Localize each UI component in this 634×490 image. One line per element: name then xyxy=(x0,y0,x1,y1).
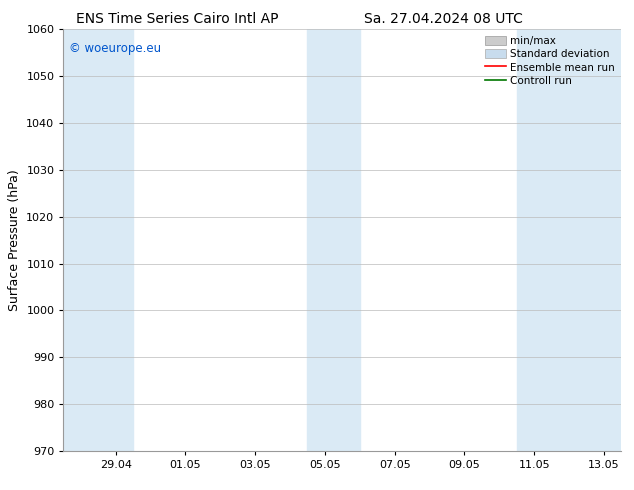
Bar xyxy=(517,29,621,451)
Text: Sa. 27.04.2024 08 UTC: Sa. 27.04.2024 08 UTC xyxy=(365,12,523,26)
Y-axis label: Surface Pressure (hPa): Surface Pressure (hPa) xyxy=(8,169,21,311)
Bar xyxy=(63,29,133,451)
Text: ENS Time Series Cairo Intl AP: ENS Time Series Cairo Intl AP xyxy=(76,12,279,26)
Text: © woeurope.eu: © woeurope.eu xyxy=(69,42,161,55)
Bar xyxy=(307,29,360,451)
Legend: min/max, Standard deviation, Ensemble mean run, Controll run: min/max, Standard deviation, Ensemble me… xyxy=(481,31,619,90)
